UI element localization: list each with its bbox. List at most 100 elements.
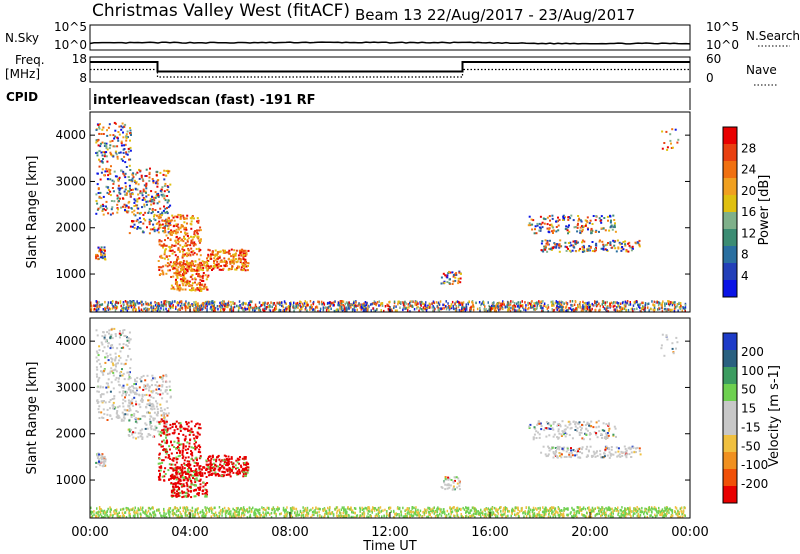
echo-cell <box>444 274 447 277</box>
echo-cell <box>185 281 188 284</box>
echo-cell <box>151 210 154 213</box>
echo-cell <box>572 420 575 423</box>
echo-cell <box>157 302 160 305</box>
echo-cell <box>624 300 627 304</box>
echo-cell <box>454 307 457 311</box>
echo-cell <box>569 427 572 430</box>
echo-cell <box>160 418 163 421</box>
echo-cell <box>370 309 372 312</box>
echo-cell <box>243 463 246 466</box>
echo-cell <box>107 342 110 345</box>
echo-cell <box>469 306 471 310</box>
colorbar-tick-label: 16 <box>741 205 756 219</box>
echo-cell <box>152 419 155 422</box>
echo-cell <box>548 449 551 452</box>
echo-cell <box>108 307 110 310</box>
echo-cell <box>162 374 165 377</box>
echo-cell <box>173 429 176 432</box>
echo-cell <box>562 219 564 221</box>
echo-cell <box>319 310 321 313</box>
echo-cell <box>116 414 119 417</box>
echo-cell <box>580 428 582 431</box>
echo-cell <box>131 193 134 196</box>
echo-cell <box>114 333 117 335</box>
echo-cell <box>142 188 145 191</box>
echo-cell <box>142 197 145 200</box>
echo-cell <box>548 434 551 437</box>
echo-cell <box>367 306 370 309</box>
echo-cell <box>674 306 677 309</box>
echo-cell <box>575 250 578 253</box>
echo-cell <box>145 200 148 203</box>
echo-cell <box>289 303 292 306</box>
echo-cell <box>197 237 200 240</box>
echo-cell <box>362 309 365 312</box>
echo-cell <box>397 300 399 304</box>
echo-cell <box>168 264 171 267</box>
echo-cell <box>563 428 566 431</box>
echo-cell <box>157 227 160 230</box>
echo-cell <box>548 228 550 231</box>
echo-cell <box>528 215 531 218</box>
echo-cell <box>128 394 131 397</box>
echo-cell <box>138 168 140 171</box>
echo-cell <box>608 229 611 232</box>
echo-cell <box>201 260 204 263</box>
echo-cell <box>118 189 121 192</box>
echo-cell <box>190 496 193 499</box>
echo-cell <box>161 223 164 226</box>
echo-cell <box>594 301 596 304</box>
colorbar-swatch <box>723 280 737 297</box>
echo-cell <box>422 309 424 312</box>
echo-cell <box>389 300 391 304</box>
echo-cell <box>548 423 551 426</box>
echo-cell <box>297 303 300 307</box>
echo-cell <box>148 386 151 389</box>
echo-cell <box>552 300 554 303</box>
echo-cell <box>558 250 561 253</box>
echo-cell <box>427 304 429 308</box>
echo-cell <box>275 307 278 311</box>
echo-cell <box>281 301 283 304</box>
echo-cell <box>303 516 305 519</box>
echo-cell <box>618 310 620 313</box>
echo-cell <box>219 309 222 312</box>
echo-cell <box>162 420 165 423</box>
echo-cell <box>164 229 167 232</box>
echo-cell <box>107 188 110 191</box>
echo-cell <box>196 306 198 310</box>
echo-cell <box>608 451 611 454</box>
echo-cell <box>107 372 109 375</box>
echo-cell <box>125 306 128 309</box>
cpid-text: interleavedscan (fast) -191 RF <box>93 93 316 108</box>
echo-cell <box>109 178 112 181</box>
echo-cell <box>465 303 467 306</box>
echo-cell <box>146 411 148 414</box>
echo-cell <box>136 171 139 174</box>
echo-cell <box>169 220 172 223</box>
echo-cell <box>192 236 195 239</box>
echo-cell <box>333 309 336 313</box>
echo-cell <box>228 510 231 514</box>
echo-cell <box>198 488 201 491</box>
echo-cell <box>618 304 620 308</box>
echo-cell <box>169 301 171 304</box>
echo-cell <box>585 223 587 226</box>
echo-cell <box>124 161 127 164</box>
echo-cell <box>191 454 194 457</box>
echo-cell <box>557 430 560 433</box>
echo-cell <box>175 224 178 227</box>
echo-cell <box>164 207 167 210</box>
echo-cell <box>205 489 208 492</box>
echo-cell <box>166 430 168 433</box>
echo-cell <box>139 211 142 214</box>
echo-cell <box>395 514 398 517</box>
echo-cell <box>245 468 247 471</box>
echo-cell <box>95 309 98 312</box>
echo-cell <box>179 262 181 265</box>
echo-cell <box>475 301 477 305</box>
echo-cell <box>131 300 133 304</box>
echo-cell <box>613 219 616 221</box>
echo-cell <box>177 303 179 307</box>
